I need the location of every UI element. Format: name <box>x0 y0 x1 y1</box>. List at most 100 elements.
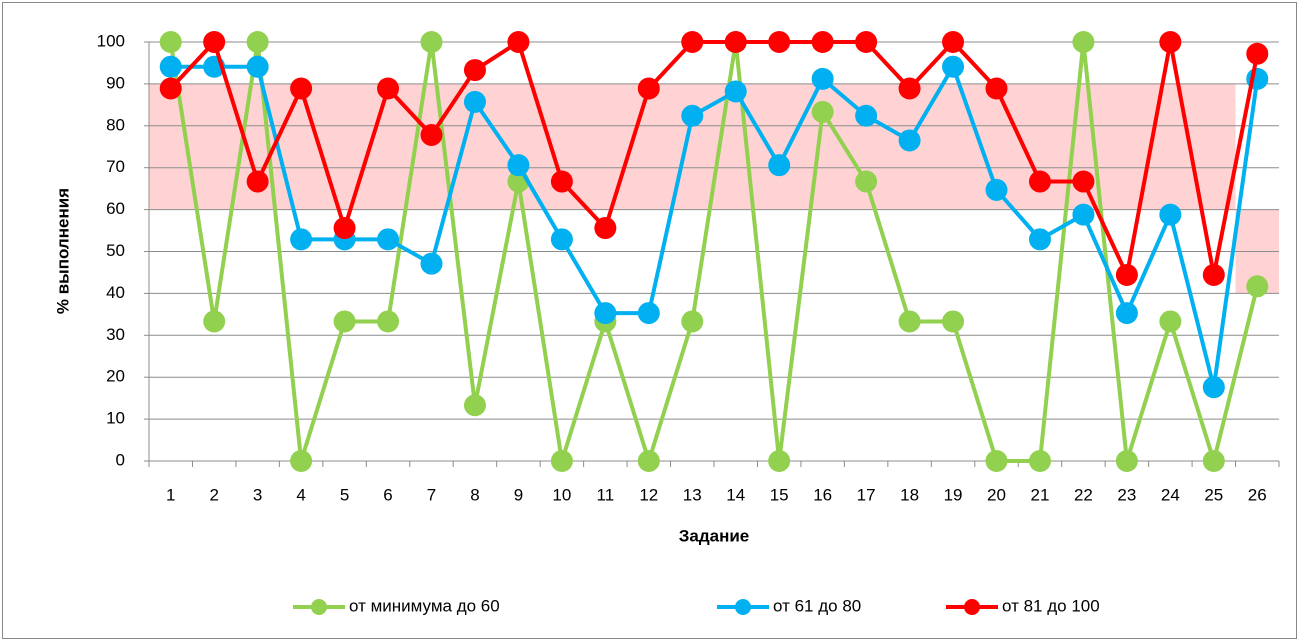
legend-marker <box>735 599 751 615</box>
point-marker <box>898 310 921 333</box>
y-axis-title: % выполнения <box>53 188 72 314</box>
point-marker <box>724 80 747 103</box>
point-marker <box>463 59 486 82</box>
x-tick-label: 24 <box>1161 485 1180 504</box>
y-tick-label: 10 <box>106 409 125 428</box>
point-marker <box>594 217 617 240</box>
point-marker <box>507 31 530 53</box>
y-tick-label: 90 <box>106 73 125 92</box>
point-marker <box>377 310 400 333</box>
point-marker <box>855 31 878 53</box>
x-tick-label: 2 <box>209 485 218 504</box>
point-marker <box>159 55 182 78</box>
point-marker <box>681 104 704 127</box>
y-tick-label: 60 <box>106 199 125 218</box>
x-tick-label: 12 <box>639 485 658 504</box>
y-tick-label: 20 <box>106 367 125 386</box>
x-tick-label: 15 <box>770 485 789 504</box>
point-marker <box>246 55 269 78</box>
point-marker <box>637 450 660 472</box>
x-tick-label: 1 <box>166 485 175 504</box>
point-marker <box>333 217 356 240</box>
x-tick-label: 9 <box>514 485 523 504</box>
point-marker <box>1159 31 1182 53</box>
point-marker <box>550 450 573 472</box>
x-tick-label: 6 <box>383 485 392 504</box>
point-marker <box>420 252 443 275</box>
point-marker <box>681 310 704 333</box>
point-marker <box>811 31 834 53</box>
point-marker <box>333 310 356 333</box>
point-marker <box>1246 42 1269 65</box>
x-tick-label: 17 <box>857 485 876 504</box>
x-tick-label: 26 <box>1248 485 1267 504</box>
x-tick-label: 10 <box>552 485 571 504</box>
point-marker <box>855 104 878 127</box>
point-marker <box>942 310 965 333</box>
x-tick-label: 14 <box>726 485 745 504</box>
legend-label: от 81 до 100 <box>1002 596 1100 615</box>
x-tick-label: 21 <box>1031 485 1050 504</box>
point-marker <box>855 170 878 193</box>
point-marker <box>290 228 313 251</box>
point-marker <box>811 67 834 90</box>
x-tick-label: 23 <box>1117 485 1136 504</box>
x-tick-label: 19 <box>944 485 963 504</box>
point-marker <box>1072 31 1095 53</box>
x-tick-label: 7 <box>427 485 436 504</box>
x-tick-label: 16 <box>813 485 832 504</box>
point-marker <box>594 302 617 325</box>
point-marker <box>420 124 443 147</box>
point-marker <box>507 154 530 177</box>
y-tick-label: 0 <box>116 450 125 469</box>
legend-marker <box>311 599 327 615</box>
legend-label: от минимума до 60 <box>349 596 500 615</box>
point-marker <box>159 31 182 53</box>
point-marker <box>246 31 269 53</box>
x-tick-label: 22 <box>1074 485 1093 504</box>
point-marker <box>681 31 704 53</box>
point-marker <box>942 55 965 78</box>
point-marker <box>898 77 921 100</box>
point-marker <box>203 31 226 53</box>
point-marker <box>420 31 443 53</box>
y-tick-label: 100 <box>97 31 125 50</box>
point-marker <box>724 31 747 53</box>
point-marker <box>246 170 269 193</box>
point-marker <box>1202 376 1225 399</box>
point-marker <box>1115 302 1138 325</box>
point-marker <box>1072 170 1095 193</box>
y-tick-label: 50 <box>106 241 125 260</box>
point-marker <box>1159 310 1182 333</box>
x-tick-label: 4 <box>296 485 305 504</box>
x-tick-label: 13 <box>683 485 702 504</box>
x-tick-label: 3 <box>253 485 262 504</box>
x-tick-label: 20 <box>987 485 1006 504</box>
point-marker <box>942 31 965 53</box>
point-marker <box>1028 170 1051 193</box>
point-marker <box>377 228 400 251</box>
legend-label: от 61 до 80 <box>773 596 861 615</box>
point-marker <box>768 450 791 472</box>
point-marker <box>203 310 226 333</box>
point-marker <box>1159 203 1182 226</box>
point-marker <box>985 77 1008 100</box>
point-marker <box>377 77 400 100</box>
point-marker <box>1115 263 1138 286</box>
point-marker <box>768 154 791 177</box>
point-marker <box>811 100 834 123</box>
x-tick-label: 25 <box>1204 485 1223 504</box>
point-marker <box>1202 450 1225 472</box>
y-tick-label: 30 <box>106 325 125 344</box>
y-tick-label: 40 <box>106 283 125 302</box>
point-marker <box>463 394 486 417</box>
point-marker <box>1202 263 1225 286</box>
point-marker <box>985 450 1008 472</box>
y-tick-label: 70 <box>106 157 125 176</box>
x-tick-label: 11 <box>597 485 615 504</box>
point-marker <box>1028 228 1051 251</box>
legend-marker <box>964 599 980 615</box>
y-tick-label: 80 <box>106 115 125 134</box>
x-tick-label: 18 <box>900 485 919 504</box>
